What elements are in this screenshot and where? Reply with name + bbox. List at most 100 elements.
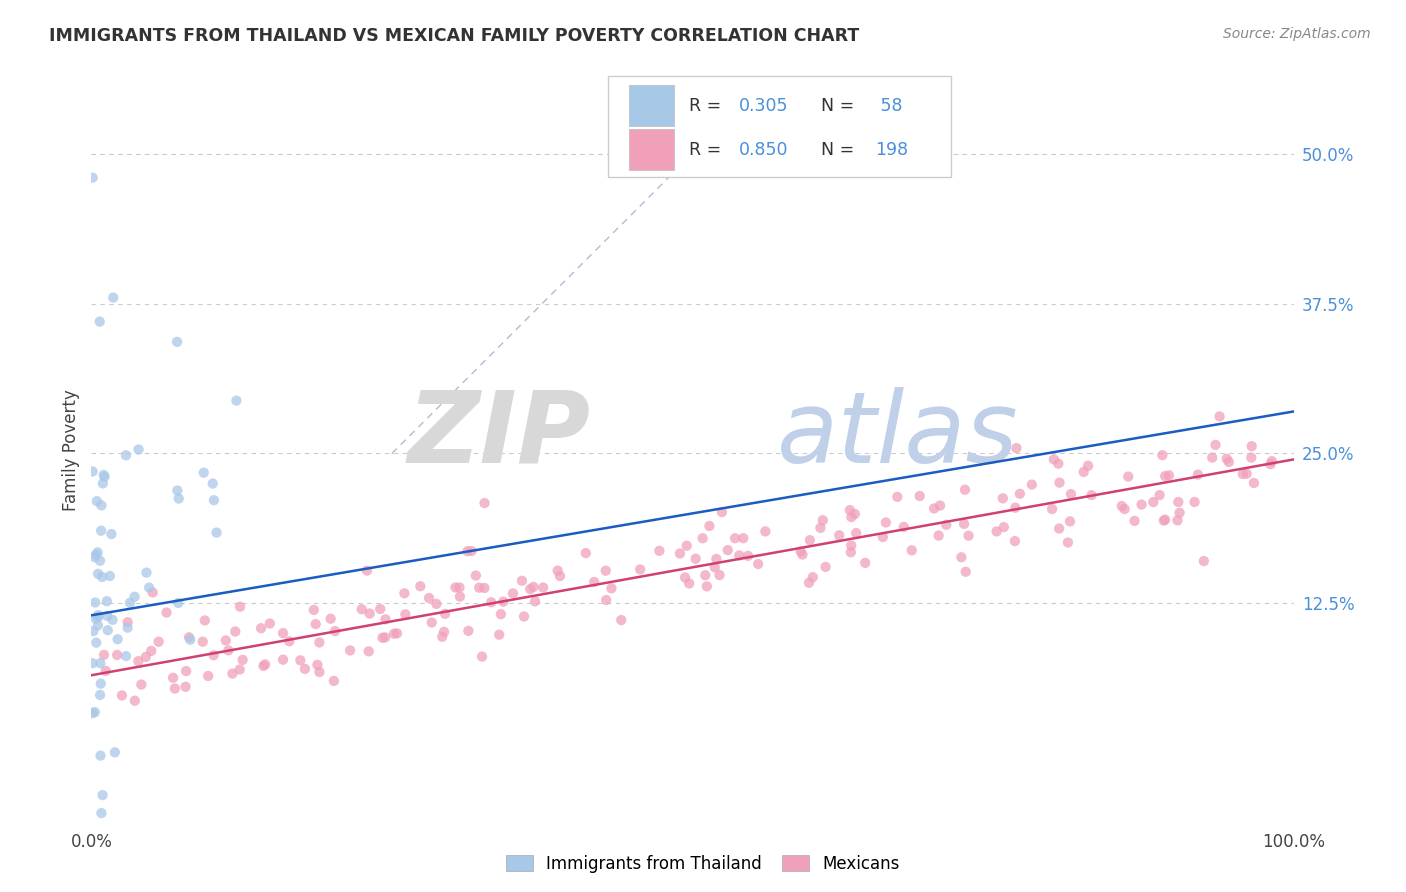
Point [90, 499, 112, 513]
Legend: Immigrants from Thailand, Mexicans: Immigrants from Thailand, Mexicans [499, 848, 907, 880]
Point [468, 581, 491, 595]
Text: N =: N = [821, 141, 860, 159]
Text: 0.850: 0.850 [740, 141, 789, 159]
Point [524, 594, 547, 608]
Point [1005, 441, 1028, 455]
Point [811, 513, 834, 527]
Point [953, 483, 976, 497]
Point [194, 614, 217, 628]
Point [394, 607, 416, 622]
Point [695, 568, 717, 582]
Point [308, 635, 330, 649]
Point [841, 510, 863, 524]
Point [89, 688, 111, 702]
Point [215, 633, 238, 648]
Point [433, 624, 456, 639]
Point [252, 659, 274, 673]
Point [82, 706, 104, 720]
Point [595, 564, 617, 578]
Point [1059, 514, 1081, 528]
Point [91, 788, 114, 802]
Point [474, 496, 496, 510]
Point [115, 649, 138, 664]
Point [1215, 451, 1237, 466]
Point [166, 334, 188, 349]
Point [232, 653, 254, 667]
Point [1008, 487, 1031, 501]
Point [167, 491, 190, 506]
Point [839, 539, 862, 553]
Point [929, 499, 952, 513]
Point [754, 524, 776, 539]
Point [118, 596, 141, 610]
Point [814, 560, 837, 574]
Point [84, 595, 107, 609]
Point [685, 551, 707, 566]
Point [1236, 467, 1258, 481]
Point [728, 549, 751, 563]
Point [89, 554, 111, 568]
Point [457, 624, 479, 638]
Point [96, 608, 118, 623]
Point [957, 529, 980, 543]
Point [1154, 469, 1177, 483]
Point [1243, 475, 1265, 490]
Point [135, 649, 157, 664]
Point [1201, 450, 1223, 465]
Point [254, 657, 277, 672]
Point [648, 543, 671, 558]
Point [799, 533, 821, 548]
Point [1240, 450, 1263, 465]
Point [610, 613, 633, 627]
Point [797, 575, 820, 590]
Point [100, 527, 122, 541]
Point [669, 547, 692, 561]
Point [86, 494, 108, 508]
Point [323, 624, 346, 639]
Point [724, 531, 747, 545]
Point [853, 556, 876, 570]
Text: 198: 198 [875, 141, 908, 159]
Point [167, 596, 190, 610]
Point [224, 624, 246, 639]
Point [104, 745, 127, 759]
Point [87, 610, 110, 624]
Point [1123, 514, 1146, 528]
Text: ZIP: ZIP [408, 387, 591, 484]
Point [1047, 522, 1070, 536]
Point [201, 476, 224, 491]
Point [600, 582, 623, 596]
Point [1154, 513, 1177, 527]
Point [124, 694, 146, 708]
Point [138, 581, 160, 595]
Point [356, 564, 378, 578]
Point [89, 315, 111, 329]
Point [444, 581, 467, 595]
Point [115, 448, 138, 462]
Point [294, 662, 316, 676]
Point [302, 603, 325, 617]
Point [908, 489, 931, 503]
Point [492, 594, 515, 608]
Point [425, 597, 447, 611]
Point [128, 442, 150, 457]
Point [350, 602, 373, 616]
Point [90, 676, 112, 690]
Point [1166, 513, 1188, 527]
Point [993, 520, 1015, 534]
Point [197, 669, 219, 683]
Point [991, 491, 1014, 506]
Point [1192, 554, 1215, 568]
Y-axis label: Family Poverty: Family Poverty [62, 390, 80, 511]
Text: N =: N = [821, 97, 860, 115]
Point [922, 501, 945, 516]
Point [1232, 467, 1254, 481]
Text: 0.305: 0.305 [740, 97, 789, 115]
Point [1168, 506, 1191, 520]
Point [290, 653, 312, 667]
Point [229, 663, 252, 677]
Point [1208, 409, 1230, 424]
Point [229, 599, 252, 614]
Point [1205, 438, 1227, 452]
Point [98, 569, 121, 583]
